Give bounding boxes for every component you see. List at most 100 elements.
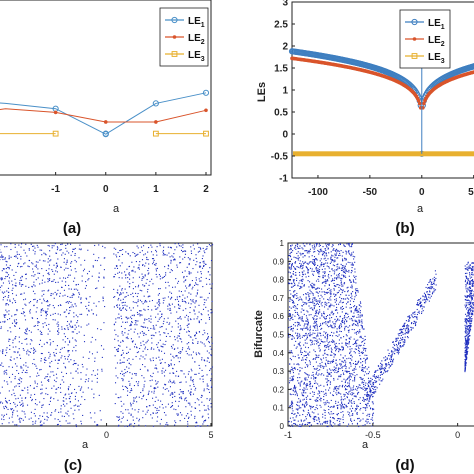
data-point [344,370,346,372]
data-point [335,298,337,300]
data-point [293,282,296,284]
data-point [313,322,315,324]
data-point [25,338,27,340]
data-point [171,303,173,305]
data-point [300,318,302,320]
data-point [155,316,157,318]
data-point [295,386,297,388]
data-point [49,376,51,378]
data-point [327,308,329,310]
data-point [361,382,363,384]
data-point [313,270,315,273]
data-point [329,422,331,424]
data-point [2,292,4,294]
data-point [306,337,308,339]
data-point [170,262,172,264]
data-point [319,342,321,345]
data-point [319,369,321,371]
data-point [349,362,351,364]
data-point [292,380,294,382]
data-point [126,386,128,388]
data-point [37,372,39,374]
data-point [334,265,336,267]
data-point [331,259,333,261]
data-point [113,288,115,290]
data-point [322,276,324,278]
data-point [353,338,355,340]
data-point [22,284,24,286]
data-point [123,357,125,359]
data-point [312,286,314,288]
data-point [334,423,336,425]
data-point [115,248,117,250]
data-point [339,243,341,245]
data-point [328,273,330,276]
data-point [2,349,4,351]
data-point [200,280,202,282]
data-point [195,331,197,333]
data-point [74,259,76,261]
data-point [314,245,316,247]
data-point [348,269,350,272]
data-point [293,413,295,415]
data-point [351,284,353,286]
data-point [68,350,70,352]
data-point [318,300,320,302]
data-point [309,293,311,295]
data-point [6,347,8,349]
data-point [136,351,138,354]
data-point [170,312,172,314]
data-point [302,394,304,397]
data-point [347,385,350,387]
data-point [309,398,311,400]
data-point [290,329,292,331]
data-point [133,314,135,316]
data-point [359,331,361,333]
data-point [309,405,311,407]
data-point [329,387,331,389]
data-point [293,419,295,421]
data-point [341,285,343,287]
data-point [190,272,192,274]
data-point [294,413,296,415]
data-point [15,323,18,325]
series-c [0,243,214,428]
data-point [44,357,46,359]
data-point [80,264,82,266]
data-point [333,388,335,390]
data-point [319,365,321,367]
data-point [355,307,357,309]
data-point [165,272,167,274]
data-point [340,269,343,272]
data-point [345,344,347,347]
data-point [313,420,315,422]
data-point [365,387,367,390]
data-point [314,305,316,307]
data-point-le2 [417,101,422,106]
data-point [290,286,293,288]
data-point [349,408,351,410]
data-point [317,383,319,385]
data-point [176,413,178,415]
data-point [360,358,362,360]
data-point [78,385,80,387]
data-point [130,388,132,390]
data-point [321,268,323,270]
data-point [321,313,323,315]
data-point [322,341,324,343]
data-point [157,294,159,296]
data-point [209,267,211,269]
data-point [146,341,148,343]
data-point [325,282,327,285]
data-point [155,268,157,270]
data-point [156,407,158,409]
data-point [367,396,369,398]
data-point [335,367,337,369]
data-point [344,290,346,293]
data-point [183,277,185,279]
data-point [194,306,196,308]
data-point [301,280,303,282]
data-point [192,244,194,246]
data-point [307,376,309,378]
data-point [361,366,363,368]
